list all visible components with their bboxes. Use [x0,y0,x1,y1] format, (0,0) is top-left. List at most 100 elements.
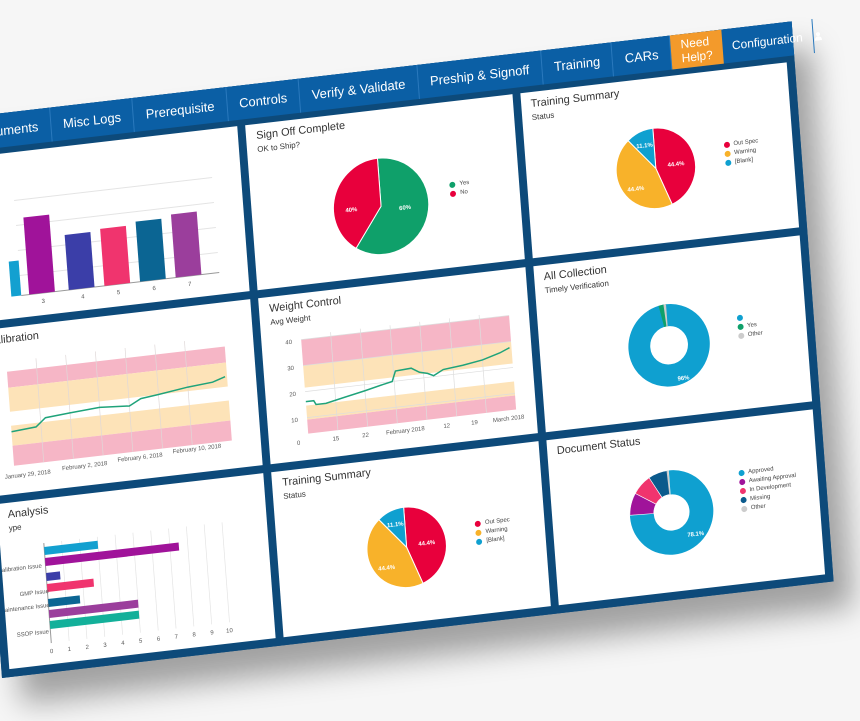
x-tick: 3 [41,299,45,305]
card-subtitle: Status [531,110,555,123]
legend-item-other[interactable]: Other [737,330,763,340]
x-tick: 4 [121,640,125,646]
x-tick: 6 [152,286,156,292]
x-tick: 7 [174,634,178,640]
slice-label: 44.4% [627,186,645,194]
card-subtitle: Status [282,489,307,501]
slice-label: 44.4% [667,161,685,169]
legend: Approved Awaiting Approval In Developmen… [738,463,798,515]
x-tick: February 2, 2018 [62,461,108,472]
user-menu-button[interactable] [812,18,823,53]
x-tick: 1 [68,646,72,652]
nav-documents[interactable]: Documents [0,107,53,152]
legend-dot-icon [740,496,747,504]
top-nav: Documents Misc Logs Prerequisite Control… [0,18,822,153]
legend: Out Spec Warning [Blank] [723,138,760,169]
x-tick: 6 [157,636,161,642]
card-sign-off-complete[interactable]: Sign Off Complete OK to Ship? 60% 40% Ye… [245,94,525,291]
x-tick: 7 [188,282,192,288]
legend-label: Warning [485,526,508,535]
card-bar-chart[interactable]: g 3 4 5 6 7 [0,126,250,323]
legend-item-blank[interactable]: [Blank] [724,156,760,167]
legend-label: Yes [459,179,470,188]
legend-dot-icon [738,469,745,477]
nav-training[interactable]: Training [540,42,615,85]
card-document-status[interactable]: Document Status 78.1% Approved Awaiting … [546,408,826,606]
legend-item-warning[interactable]: Warning [475,526,511,536]
legend-label: Approved [747,465,774,475]
y-tick: 20 [290,392,298,399]
legend-item-no[interactable]: No [450,189,470,198]
dashboard-frame: Documents Misc Logs Prerequisite Control… [0,18,834,678]
collection-donut-chart: 96% [628,304,710,387]
legend-label: No [460,189,469,197]
legend-dot-icon [724,150,731,158]
dashboard: Documents Misc Logs Prerequisite Control… [0,18,834,678]
y-tick: 30 [288,366,296,373]
legend: Out Spec Warning [Blank] [474,516,512,548]
slice-label: 78.1% [687,531,705,539]
x-tick: February 10, 2018 [173,444,223,456]
x-tick: 12 [444,423,452,430]
card-all-collection[interactable]: All Collection Timely Verification 96% Y… [533,235,813,432]
card-training-summary-bottom[interactable]: Training Summary Status 44.4% 44.4% 11.1… [271,440,551,638]
nav-preship-signoff[interactable]: Preship & Signoff [416,50,544,99]
nav-controls[interactable]: Controls [225,78,302,122]
legend-item-blank[interactable]: [Blank] [476,535,511,545]
y-tick: GMP Issue [20,588,50,597]
configuration-button[interactable]: Configuration [720,18,815,64]
legend-label: [Blank] [486,535,505,544]
legend-label: Out Spec [484,516,510,526]
legend-item-out-spec[interactable]: Out Spec [723,138,759,149]
x-tick: 8 [192,632,196,638]
y-tick: 0 [297,441,301,447]
legend-dot-icon [737,323,744,331]
legend: Yes Other [736,313,763,343]
card-title: Analysis [7,503,49,521]
y-tick: alibration Issue [2,563,43,574]
card-analysis[interactable]: Analysis ype alibration Issu [0,472,276,670]
nav-prerequisite[interactable]: Prerequisite [132,87,229,132]
y-tick: aintenance Issue [5,602,51,613]
legend-label: Out Spec [733,138,759,148]
x-tick: 4 [81,294,85,300]
y-tick: 10 [291,418,299,425]
x-tick: 19 [471,420,479,427]
card-title: Weight Control [268,295,342,316]
card-title: Sign Off Complete [255,119,346,143]
legend-label: [Blank] [734,157,754,166]
legend-item-blank[interactable] [736,313,761,322]
x-tick: 0 [50,648,54,654]
x-tick: February 6, 2018 [117,453,163,464]
card-title: Training Summary [530,87,620,111]
legend-dot-icon [450,190,457,198]
legend-item-warning[interactable]: Warning [724,147,759,158]
legend-item-yes[interactable]: Yes [449,179,470,189]
x-tick: 15 [333,436,341,443]
legend-item-yes[interactable]: Yes [737,322,762,331]
legend-label: Missing [749,493,771,502]
x-tick: 5 [117,290,121,296]
x-tick: 9 [210,630,214,636]
y-tick: 40 [286,340,294,347]
legend-dot-icon [740,505,748,513]
document-status-donut-chart: 78.1% [629,469,713,555]
nav-misc-logs[interactable]: Misc Logs [49,97,136,142]
card-weight-control[interactable]: Weight Control Avg Weight 40 30 20 [258,267,538,464]
slice-label: 44.4% [419,539,437,547]
card-calibration[interactable]: alibration January 29, 2018 February 2, … [0,299,263,496]
slice-label: 96% [677,376,690,383]
card-training-summary-top[interactable]: Training Summary Status 44.4% 44.4% 11.1… [520,62,800,259]
need-help-button[interactable]: Need Help? [669,29,724,70]
analysis-bar-chart: alibration Issue GMP Issue aintenance Is… [2,521,234,655]
legend-dot-icon [449,181,456,189]
x-tick: 5 [139,638,143,644]
legend-label: Other [747,330,763,339]
x-tick: 22 [362,433,370,440]
nav-cars[interactable]: CARs [611,35,673,77]
nav-verify-validate[interactable]: Verify & Validate [298,64,420,113]
legend-item-out-spec[interactable]: Out Spec [474,516,510,527]
legend-dot-icon [738,478,746,486]
card-subtitle: ype [8,522,22,533]
x-tick: 3 [103,642,107,648]
